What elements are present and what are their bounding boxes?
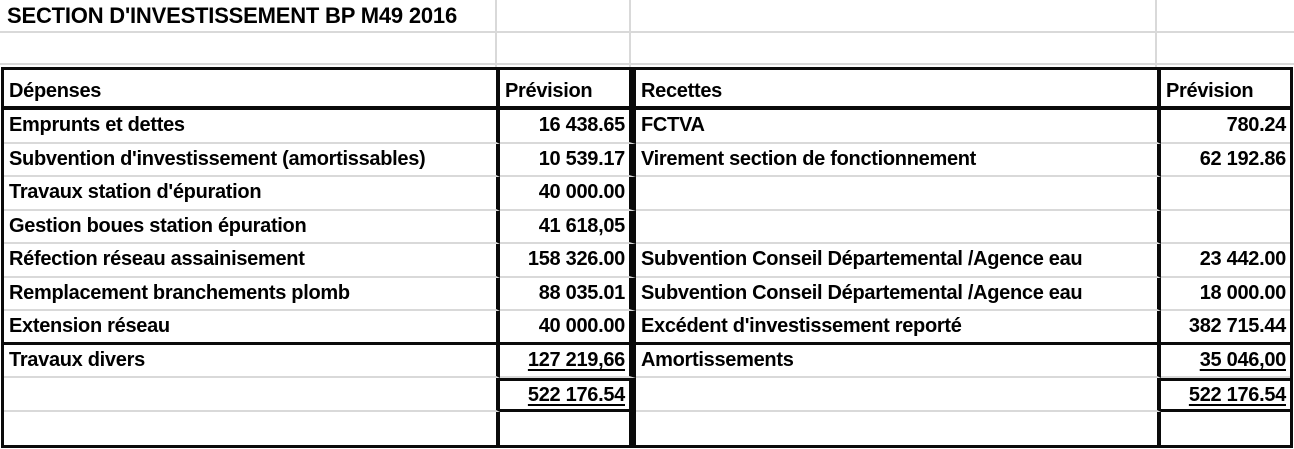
depenses-label-cell[interactable]: Travaux station d'épuration bbox=[4, 177, 500, 211]
bottom-empty-row bbox=[4, 412, 1290, 445]
depenses-label-cell[interactable]: Remplacement branchements plomb bbox=[4, 277, 500, 311]
recettes-label-cell[interactable]: Virement section de fonctionnement bbox=[636, 143, 1161, 177]
depenses-value-cell[interactable]: 127 219,66 bbox=[500, 344, 636, 378]
recettes-prevision-header-cell[interactable]: Prévision bbox=[1161, 70, 1290, 110]
depenses-label-cell[interactable]: Subvention d'investissement (amortissabl… bbox=[4, 143, 500, 177]
recettes-value-cell[interactable] bbox=[1161, 177, 1290, 211]
recettes-label-cell[interactable]: Excédent d'investissement reporté bbox=[636, 311, 1161, 345]
recettes-value-cell[interactable]: 18 000.00 bbox=[1161, 277, 1290, 311]
underlined-total: 522 176.54 bbox=[1188, 383, 1286, 406]
underlined-value: 35 046,00 bbox=[1199, 348, 1287, 371]
table-row: Emprunts et dettes 16 438.65 FCTVA 780.2… bbox=[4, 110, 1290, 144]
recettes-empty-cell[interactable] bbox=[636, 412, 1161, 445]
depenses-value-cell[interactable]: 41 618,05 bbox=[500, 210, 636, 244]
recettes-label-cell[interactable] bbox=[636, 177, 1161, 211]
recettes-label-cell[interactable]: Subvention Conseil Départemental /Agence… bbox=[636, 277, 1161, 311]
depenses-value-cell[interactable]: 40 000.00 bbox=[500, 311, 636, 345]
depenses-value-cell[interactable]: 40 000.00 bbox=[500, 177, 636, 211]
depenses-prevision-header-cell[interactable]: Prévision bbox=[500, 70, 636, 110]
recettes-header-cell[interactable]: Recettes bbox=[636, 70, 1161, 110]
budget-table: Dépenses Prévision Recettes Prévision Em… bbox=[1, 67, 1293, 448]
recettes-value-cell[interactable] bbox=[1161, 210, 1290, 244]
recettes-empty-cell[interactable] bbox=[636, 378, 1161, 412]
recettes-label-cell[interactable]: Amortissements bbox=[636, 344, 1161, 378]
depenses-value-cell[interactable]: 88 035.01 bbox=[500, 277, 636, 311]
depenses-value-cell[interactable]: 10 539.17 bbox=[500, 143, 636, 177]
empty-row[interactable] bbox=[0, 33, 1294, 65]
table-row: Extension réseau 40 000.00 Excédent d'in… bbox=[4, 311, 1290, 345]
depenses-header-cell[interactable]: Dépenses bbox=[4, 70, 500, 110]
recettes-value-cell[interactable]: 35 046,00 bbox=[1161, 344, 1290, 378]
title-row: SECTION D'INVESTISSEMENT BP M49 2016 bbox=[0, 0, 1294, 33]
table-row: Travaux divers 127 219,66 Amortissements… bbox=[4, 344, 1290, 378]
total-row: 522 176.54 522 176.54 bbox=[4, 378, 1290, 412]
depenses-label-cell[interactable]: Gestion boues station épuration bbox=[4, 210, 500, 244]
table-row: Gestion boues station épuration 41 618,0… bbox=[4, 210, 1290, 244]
recettes-label-cell[interactable]: FCTVA bbox=[636, 110, 1161, 144]
depenses-empty-value-cell[interactable] bbox=[500, 412, 636, 445]
table-row: Travaux station d'épuration 40 000.00 bbox=[4, 177, 1290, 211]
table-row: Réfection réseau assainisement 158 326.0… bbox=[4, 244, 1290, 278]
depenses-value-cell[interactable]: 158 326.00 bbox=[500, 244, 636, 278]
recettes-value-cell[interactable]: 780.24 bbox=[1161, 110, 1290, 144]
gridline-vertical bbox=[629, 0, 631, 67]
depenses-label-cell[interactable]: Extension réseau bbox=[4, 311, 500, 345]
gridline-vertical bbox=[495, 0, 497, 67]
recettes-value-cell[interactable]: 382 715.44 bbox=[1161, 311, 1290, 345]
underlined-total: 522 176.54 bbox=[527, 383, 625, 406]
depenses-empty-cell[interactable] bbox=[4, 412, 500, 445]
table-row: Subvention d'investissement (amortissabl… bbox=[4, 143, 1290, 177]
depenses-label-cell[interactable]: Réfection réseau assainisement bbox=[4, 244, 500, 278]
recettes-total-cell[interactable]: 522 176.54 bbox=[1161, 378, 1290, 412]
recettes-value-cell[interactable]: 62 192.86 bbox=[1161, 143, 1290, 177]
recettes-value-cell[interactable]: 23 442.00 bbox=[1161, 244, 1290, 278]
depenses-label-cell[interactable]: Emprunts et dettes bbox=[4, 110, 500, 144]
depenses-label-cell[interactable]: Travaux divers bbox=[4, 344, 500, 378]
sheet-title[interactable]: SECTION D'INVESTISSEMENT BP M49 2016 bbox=[7, 2, 457, 28]
gridline-vertical bbox=[1155, 0, 1157, 67]
recettes-empty-value-cell[interactable] bbox=[1161, 412, 1290, 445]
table-row: Remplacement branchements plomb 88 035.0… bbox=[4, 277, 1290, 311]
underlined-value: 127 219,66 bbox=[527, 348, 625, 371]
recettes-label-cell[interactable] bbox=[636, 210, 1161, 244]
depenses-empty-cell[interactable] bbox=[4, 378, 500, 412]
recettes-label-cell[interactable]: Subvention Conseil Départemental /Agence… bbox=[636, 244, 1161, 278]
depenses-value-cell[interactable]: 16 438.65 bbox=[500, 110, 636, 144]
depenses-total-cell[interactable]: 522 176.54 bbox=[500, 378, 636, 412]
header-row: Dépenses Prévision Recettes Prévision bbox=[4, 70, 1290, 110]
